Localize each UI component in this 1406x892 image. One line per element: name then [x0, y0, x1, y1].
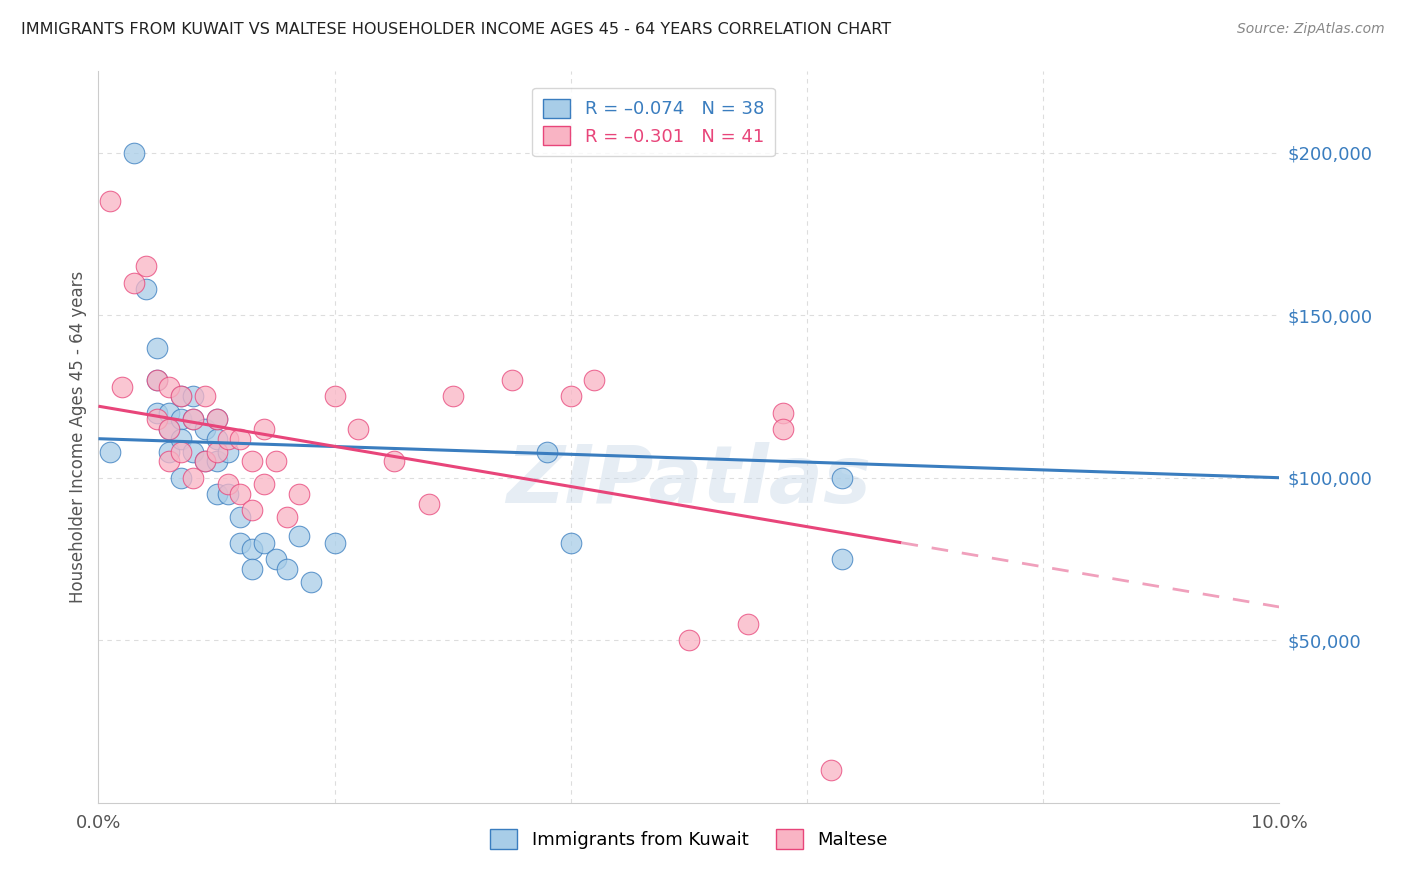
Point: [229, 432, 252, 446]
Point: [170, 444, 193, 458]
Point: [205, 412, 228, 426]
Point: [253, 477, 276, 491]
Point: [157, 380, 180, 394]
Point: [194, 454, 217, 468]
Y-axis label: Householder Income Ages 45 - 64 years: Householder Income Ages 45 - 64 years: [69, 271, 87, 603]
Point: [772, 406, 794, 420]
Point: [240, 454, 263, 468]
Point: [217, 487, 239, 501]
Point: [135, 260, 157, 274]
Point: [229, 509, 252, 524]
Point: [170, 432, 193, 446]
Point: [181, 412, 204, 426]
Point: [382, 454, 405, 468]
Point: [170, 389, 193, 403]
Point: [288, 529, 311, 543]
Legend: Immigrants from Kuwait, Maltese: Immigrants from Kuwait, Maltese: [484, 822, 894, 856]
Point: [737, 617, 759, 632]
Point: [205, 444, 228, 458]
Point: [146, 341, 169, 355]
Point: [194, 422, 217, 436]
Point: [583, 373, 606, 387]
Point: [240, 503, 263, 517]
Point: [299, 574, 322, 589]
Point: [678, 633, 700, 648]
Point: [157, 444, 180, 458]
Point: [205, 487, 228, 501]
Point: [229, 535, 252, 549]
Point: [98, 444, 121, 458]
Point: [217, 477, 239, 491]
Point: [181, 444, 204, 458]
Point: [323, 535, 346, 549]
Text: ZIPatlas: ZIPatlas: [506, 442, 872, 520]
Point: [157, 422, 180, 436]
Point: [276, 562, 298, 576]
Point: [170, 389, 193, 403]
Point: [170, 471, 193, 485]
Point: [560, 535, 582, 549]
Point: [347, 422, 370, 436]
Point: [323, 389, 346, 403]
Point: [157, 406, 180, 420]
Point: [111, 380, 134, 394]
Point: [135, 282, 157, 296]
Point: [288, 487, 311, 501]
Point: [181, 471, 204, 485]
Point: [264, 552, 287, 566]
Point: [217, 444, 239, 458]
Text: Source: ZipAtlas.com: Source: ZipAtlas.com: [1237, 22, 1385, 37]
Point: [240, 562, 263, 576]
Point: [170, 412, 193, 426]
Point: [418, 497, 440, 511]
Point: [831, 552, 853, 566]
Point: [205, 454, 228, 468]
Point: [146, 373, 169, 387]
Point: [194, 389, 217, 403]
Point: [146, 373, 169, 387]
Point: [560, 389, 582, 403]
Point: [253, 535, 276, 549]
Point: [772, 422, 794, 436]
Point: [831, 471, 853, 485]
Point: [181, 389, 204, 403]
Point: [820, 764, 842, 778]
Point: [501, 373, 523, 387]
Point: [181, 412, 204, 426]
Point: [122, 276, 145, 290]
Point: [146, 406, 169, 420]
Point: [157, 454, 180, 468]
Point: [122, 145, 145, 160]
Point: [264, 454, 287, 468]
Point: [536, 444, 558, 458]
Point: [157, 422, 180, 436]
Point: [276, 509, 298, 524]
Point: [205, 432, 228, 446]
Point: [98, 194, 121, 209]
Point: [441, 389, 464, 403]
Point: [240, 542, 263, 557]
Point: [146, 412, 169, 426]
Point: [205, 412, 228, 426]
Point: [217, 432, 239, 446]
Point: [194, 454, 217, 468]
Point: [229, 487, 252, 501]
Text: IMMIGRANTS FROM KUWAIT VS MALTESE HOUSEHOLDER INCOME AGES 45 - 64 YEARS CORRELAT: IMMIGRANTS FROM KUWAIT VS MALTESE HOUSEH…: [21, 22, 891, 37]
Point: [253, 422, 276, 436]
